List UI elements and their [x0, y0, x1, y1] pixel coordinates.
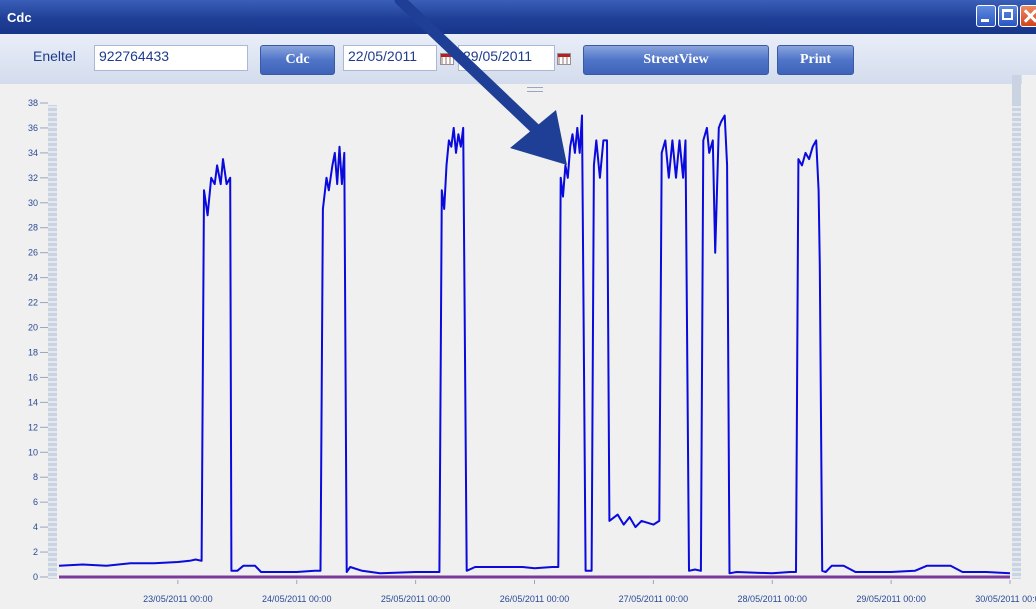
series [58, 114, 1011, 579]
y-tick-label: 2 [33, 547, 38, 557]
y-tick-label: 24 [28, 273, 38, 283]
maximize-icon[interactable] [998, 5, 1018, 27]
x-tick-label: 29/05/2011 00:00 [856, 594, 925, 604]
y-tick-label: 28 [28, 223, 38, 233]
eneltel-input[interactable]: 922764433 [94, 45, 248, 71]
annotation-arrow-head [510, 110, 567, 165]
streetview-button[interactable]: StreetView [583, 45, 769, 75]
y-tick-label: 18 [28, 347, 38, 357]
right-axis-area [1022, 75, 1036, 579]
y-tick-label: 8 [33, 472, 38, 482]
x-tick-label: 24/05/2011 00:00 [262, 594, 331, 604]
title-bar[interactable]: Cdc [0, 0, 1036, 34]
x-tick-label: 28/05/2011 00:00 [738, 594, 807, 604]
y-tick-label: 14 [28, 397, 38, 407]
x-tick-label: 25/05/2011 00:00 [381, 594, 450, 604]
annotation-layer [394, 0, 567, 165]
y-tick-label: 20 [28, 323, 38, 333]
window-title: Cdc [7, 10, 32, 25]
y-tick-label: 38 [28, 98, 38, 108]
y-tick-label: 4 [33, 522, 38, 532]
calendar-icon[interactable] [440, 53, 454, 65]
x-axis: 23/05/2011 00:00 24/05/2011 00:00 25/05/20… [143, 580, 1036, 604]
x-tick-label: 26/05/2011 00:00 [500, 594, 569, 604]
y-tick-label: 36 [28, 123, 38, 133]
x-tick-label: 30/05/2011 00:00 [975, 594, 1036, 604]
y-tick-label: 34 [28, 148, 38, 158]
y-tick-label: 30 [28, 198, 38, 208]
x-tick-label: 23/05/2011 00:00 [143, 594, 212, 604]
y-tick-label: 16 [28, 372, 38, 382]
y-tick-label: 6 [33, 497, 38, 507]
y-tick-label: 32 [28, 173, 38, 183]
close-icon[interactable] [1020, 5, 1036, 27]
y-tick-label: 0 [33, 572, 38, 582]
y-tick-label: 22 [28, 298, 38, 308]
y-tick-label: 26 [28, 248, 38, 258]
y-tick-label: 10 [28, 447, 38, 457]
chart-area [0, 84, 1036, 609]
x-tick-label: 27/05/2011 00:00 [619, 594, 688, 604]
splitter-grip[interactable] [527, 87, 543, 92]
print-button[interactable]: Print [777, 45, 854, 75]
calendar-icon[interactable] [557, 53, 571, 65]
eneltel-label: Eneltel [33, 48, 76, 64]
minimize-icon[interactable] [976, 5, 996, 27]
y-tick-label: 12 [28, 422, 38, 432]
annotation-arrow-shaft [394, 0, 551, 144]
series-line [58, 114, 1011, 575]
cdc-button[interactable]: Cdc [260, 45, 335, 75]
date-from-input[interactable]: 22/05/2011 [343, 45, 437, 71]
